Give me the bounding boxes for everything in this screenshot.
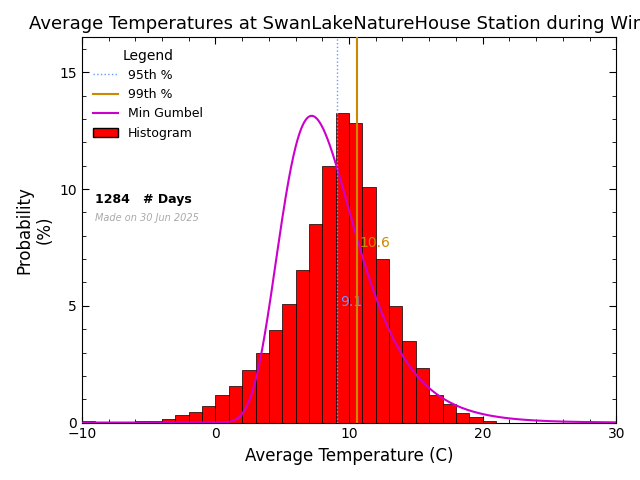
X-axis label: Average Temperature (C): Average Temperature (C): [244, 447, 453, 465]
Text: 1284   # Days: 1284 # Days: [95, 193, 192, 206]
Bar: [135, 420, 148, 422]
Bar: [376, 259, 389, 422]
Y-axis label: Probability
(%): Probability (%): [15, 186, 54, 274]
Title: Average Temperatures at SwanLakeNatureHouse Station during Winter: Average Temperatures at SwanLakeNatureHo…: [29, 15, 640, 33]
Bar: [416, 368, 429, 422]
Bar: [202, 406, 216, 422]
Bar: [403, 341, 416, 422]
Bar: [309, 224, 323, 422]
Bar: [389, 306, 403, 422]
Bar: [229, 386, 242, 422]
Bar: [82, 420, 95, 422]
Bar: [175, 415, 189, 422]
Bar: [456, 413, 469, 422]
Bar: [189, 412, 202, 422]
Text: 10.6: 10.6: [360, 237, 390, 251]
Bar: [148, 420, 162, 422]
Bar: [469, 417, 483, 422]
Bar: [296, 270, 309, 422]
Bar: [349, 123, 362, 422]
Bar: [336, 112, 349, 422]
Bar: [282, 304, 296, 422]
Text: 9.1: 9.1: [340, 295, 362, 309]
Bar: [269, 330, 282, 422]
Bar: [162, 419, 175, 422]
Bar: [483, 420, 496, 422]
Bar: [255, 353, 269, 422]
Bar: [323, 166, 336, 422]
Bar: [216, 395, 229, 422]
Legend: 95th %, 99th %, Min Gumbel, Histogram: 95th %, 99th %, Min Gumbel, Histogram: [88, 44, 208, 144]
Bar: [429, 395, 443, 422]
Bar: [242, 370, 255, 422]
Bar: [362, 187, 376, 422]
Text: Made on 30 Jun 2025: Made on 30 Jun 2025: [95, 213, 199, 223]
Bar: [443, 404, 456, 422]
